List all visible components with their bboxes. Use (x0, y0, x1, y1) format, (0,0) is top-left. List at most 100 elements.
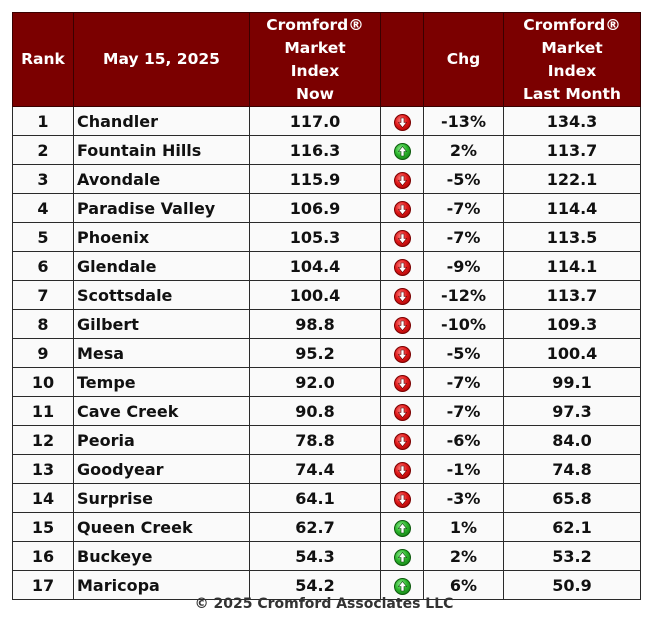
direction-cell (380, 222, 424, 252)
change-cell: -3% (423, 483, 504, 513)
index-last-month-cell: 62.1 (503, 512, 641, 542)
rank-cell: 6 (12, 251, 74, 281)
city-cell: Cave Creek (73, 396, 250, 426)
change-cell: -7% (423, 222, 504, 252)
index-last-month-cell: 97.3 (503, 396, 641, 426)
index-last-month-header-line: Cromford® (523, 15, 621, 34)
city-cell: Peoria (73, 425, 250, 455)
city-cell: Phoenix (73, 222, 250, 252)
index-now-cell: 64.1 (249, 483, 381, 513)
index-now-cell: 100.4 (249, 280, 381, 310)
index-last-month-header-line: Index (547, 61, 597, 80)
index-now-cell: 62.7 (249, 512, 381, 542)
index-last-month-cell: 74.8 (503, 454, 641, 484)
city-cell: Maricopa (73, 570, 250, 600)
index-last-month-cell: 113.7 (503, 280, 641, 310)
change-cell: -9% (423, 251, 504, 281)
table-row: 5 Phoenix 105.3 -7% 113.5 (12, 222, 641, 252)
rank-cell: 1 (12, 106, 74, 136)
direction-cell (380, 338, 424, 368)
up-arrow-icon (393, 548, 411, 566)
rank-cell: 15 (12, 512, 74, 542)
rank-cell: 7 (12, 280, 74, 310)
index-last-month-cell: 99.1 (503, 367, 641, 397)
index-now-header-line: Cromford® (266, 15, 364, 34)
city-cell: Surprise (73, 483, 250, 513)
direction-cell (380, 425, 424, 455)
down-arrow-icon (393, 490, 411, 508)
index-now-cell: 74.4 (249, 454, 381, 484)
rank-cell: 9 (12, 338, 74, 368)
index-now-cell: 92.0 (249, 367, 381, 397)
table-row: 17 Maricopa 54.2 6% 50.9 (12, 570, 641, 600)
change-cell: -12% (423, 280, 504, 310)
rank-cell: 16 (12, 541, 74, 571)
change-cell: -6% (423, 425, 504, 455)
direction-cell (380, 193, 424, 223)
direction-cell (380, 251, 424, 281)
direction-cell (380, 309, 424, 339)
index-last-month-cell: 53.2 (503, 541, 641, 571)
change-cell: 2% (423, 541, 504, 571)
direction-cell (380, 541, 424, 571)
direction-header (380, 12, 424, 107)
up-arrow-icon (393, 519, 411, 537)
table-row: 1 Chandler 117.0 -13% 134.3 (12, 106, 641, 136)
direction-cell (380, 483, 424, 513)
direction-cell (380, 367, 424, 397)
index-last-month-cell: 114.1 (503, 251, 641, 281)
change-cell: 6% (423, 570, 504, 600)
change-cell: -5% (423, 164, 504, 194)
change-cell: -1% (423, 454, 504, 484)
down-arrow-icon (393, 200, 411, 218)
table-row: 14 Surprise 64.1 -3% 65.8 (12, 483, 641, 513)
table-body: 1 Chandler 117.0 -13% 134.3 2 Fountain Hills 11… (12, 106, 641, 600)
table-row: 12 Peoria 78.8 -6% 84.0 (12, 425, 641, 455)
rank-cell: 10 (12, 367, 74, 397)
city-cell: Mesa (73, 338, 250, 368)
table-row: 11 Cave Creek 90.8 -7% 97.3 (12, 396, 641, 426)
table-row: 7 Scottsdale 100.4 -12% 113.7 (12, 280, 641, 310)
header-row: Rank May 15, 2025 Cromford® Market Index… (12, 12, 641, 107)
city-cell: Queen Creek (73, 512, 250, 542)
city-cell: Avondale (73, 164, 250, 194)
rank-cell: 8 (12, 309, 74, 339)
table-row: 13 Goodyear 74.4 -1% 74.8 (12, 454, 641, 484)
index-now-header: Cromford® Market Index Now (249, 12, 381, 107)
index-now-cell: 98.8 (249, 309, 381, 339)
index-now-header-line: Index (290, 61, 340, 80)
rank-cell: 4 (12, 193, 74, 223)
rank-cell: 13 (12, 454, 74, 484)
down-arrow-icon (393, 316, 411, 334)
rank-cell: 2 (12, 135, 74, 165)
index-last-month-cell: 113.5 (503, 222, 641, 252)
table-row: 15 Queen Creek 62.7 1% 62.1 (12, 512, 641, 542)
direction-cell (380, 164, 424, 194)
down-arrow-icon (393, 171, 411, 189)
index-now-cell: 104.4 (249, 251, 381, 281)
direction-cell (380, 570, 424, 600)
change-cell: -10% (423, 309, 504, 339)
table-row: 8 Gilbert 98.8 -10% 109.3 (12, 309, 641, 339)
index-now-cell: 54.3 (249, 541, 381, 571)
city-cell: Buckeye (73, 541, 250, 571)
rank-header: Rank (12, 12, 74, 107)
up-arrow-icon (393, 142, 411, 160)
down-arrow-icon (393, 113, 411, 131)
direction-cell (380, 396, 424, 426)
city-cell: Chandler (73, 106, 250, 136)
index-last-month-header: Cromford® Market Index Last Month (503, 12, 641, 107)
index-last-month-header-line: Last Month (523, 84, 621, 103)
index-now-cell: 116.3 (249, 135, 381, 165)
market-index-table-frame: Rank May 15, 2025 Cromford® Market Index… (12, 12, 641, 600)
change-cell: -7% (423, 193, 504, 223)
down-arrow-icon (393, 258, 411, 276)
index-last-month-cell: 122.1 (503, 164, 641, 194)
table-row: 10 Tempe 92.0 -7% 99.1 (12, 367, 641, 397)
direction-cell (380, 512, 424, 542)
change-cell: 2% (423, 135, 504, 165)
rank-cell: 14 (12, 483, 74, 513)
index-now-cell: 106.9 (249, 193, 381, 223)
index-now-cell: 90.8 (249, 396, 381, 426)
city-cell: Glendale (73, 251, 250, 281)
